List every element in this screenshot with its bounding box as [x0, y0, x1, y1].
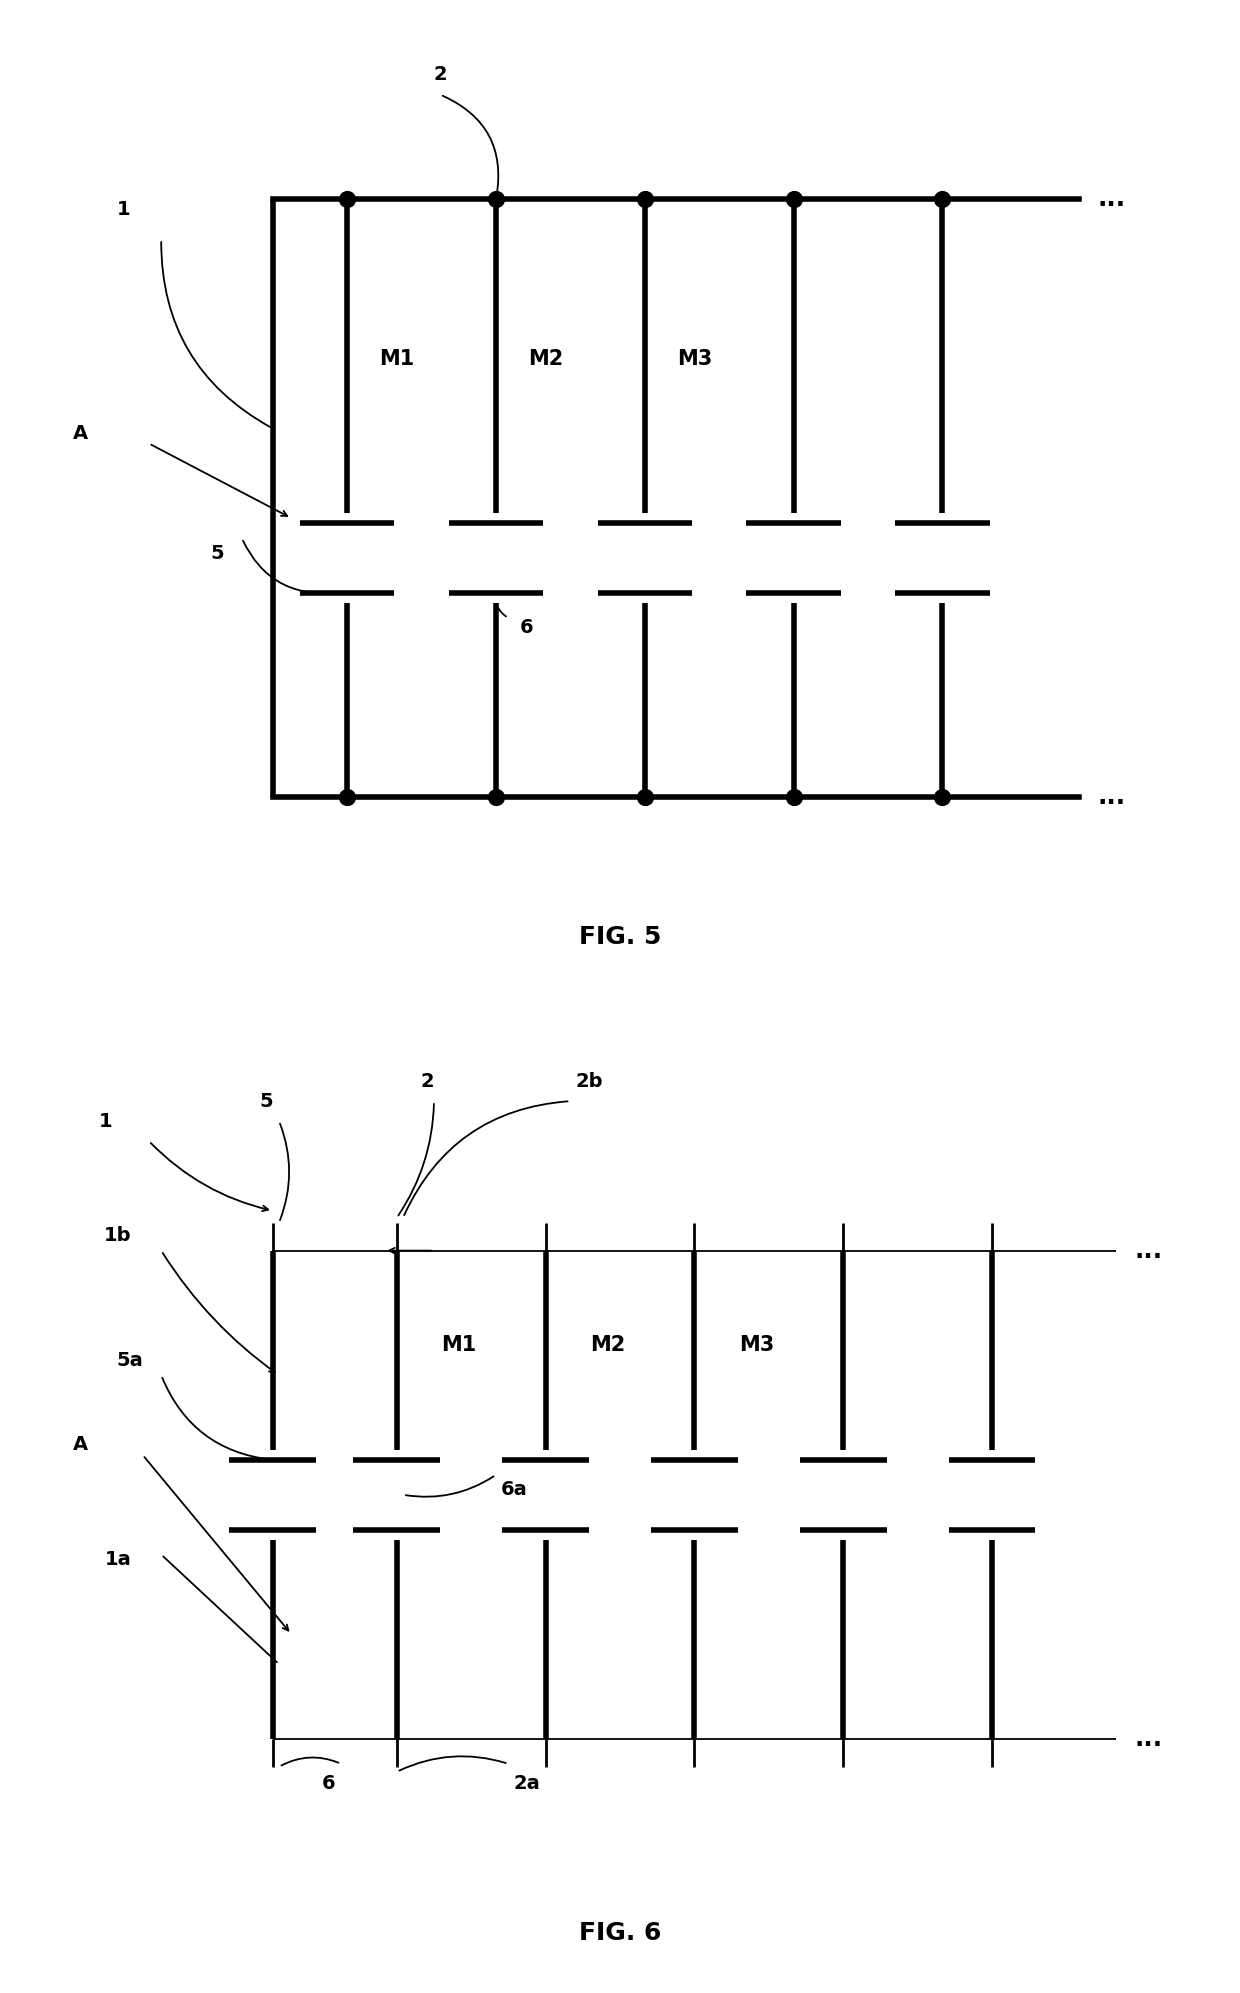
Text: 2b: 2b [575, 1072, 603, 1090]
Text: FIG. 5: FIG. 5 [579, 925, 661, 949]
Text: 1a: 1a [104, 1551, 131, 1568]
Text: M3: M3 [677, 349, 712, 369]
Text: ...: ... [1135, 1726, 1163, 1752]
Text: ...: ... [1097, 187, 1126, 211]
Point [337, 183, 357, 215]
Text: 1: 1 [99, 1112, 112, 1130]
Text: M3: M3 [739, 1335, 774, 1355]
Point [784, 183, 804, 215]
Text: 1b: 1b [104, 1226, 131, 1246]
Text: 1: 1 [118, 199, 130, 219]
Text: 5a: 5a [117, 1351, 144, 1369]
Text: 6: 6 [322, 1774, 335, 1794]
Point [635, 781, 655, 813]
Point [337, 781, 357, 813]
Text: FIG. 6: FIG. 6 [579, 1921, 661, 1945]
Text: 2a: 2a [513, 1774, 541, 1794]
Text: 5: 5 [211, 544, 223, 562]
Text: A: A [73, 1435, 88, 1455]
Text: 6: 6 [521, 618, 533, 638]
Point [486, 781, 506, 813]
Text: 2: 2 [434, 66, 446, 84]
Text: M1: M1 [379, 349, 414, 369]
Text: 5: 5 [260, 1092, 273, 1110]
Point [932, 781, 952, 813]
Text: A: A [73, 425, 88, 442]
Text: M2: M2 [528, 349, 563, 369]
Text: 2: 2 [422, 1072, 434, 1090]
Point [486, 183, 506, 215]
Point [932, 183, 952, 215]
Text: ...: ... [1135, 1238, 1163, 1264]
Point [784, 781, 804, 813]
Text: M2: M2 [590, 1335, 625, 1355]
Text: 6a: 6a [501, 1481, 528, 1499]
Point [635, 183, 655, 215]
Text: M1: M1 [441, 1335, 476, 1355]
Text: ...: ... [1097, 785, 1126, 809]
